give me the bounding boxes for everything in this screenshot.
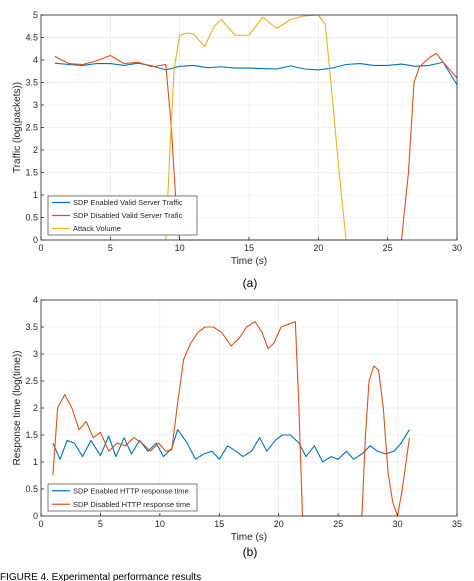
chart-b-series-line-0 — [52, 429, 410, 463]
chart-a-xtick-label-5: 25 — [383, 243, 393, 253]
chart-b-ytick-label-7: 3.5 — [25, 322, 38, 332]
chart-a-ytick-label-7: 3.5 — [25, 78, 38, 88]
chart-a-xtick-label-1: 5 — [108, 243, 113, 253]
chart-b-ytick-label-5: 2.5 — [25, 376, 38, 386]
figure-caption: FIGURE 4. Experimental performance resul… — [0, 572, 201, 581]
chart-a-ytick-label-1: 0.5 — [25, 213, 38, 223]
chart-a-legend-entry-0: SDP Enabled Valid Server Traffic — [73, 198, 183, 207]
chart-a-x-axis-label: Time (s) — [231, 256, 267, 267]
chart-b-ytick-label-6: 3 — [33, 349, 38, 359]
chart-a-legend-entry-1: SDP Disabled Valid Server Trafic — [73, 211, 183, 220]
chart-a-ytick-label-10: 5 — [33, 10, 38, 20]
chart-b-xtick-label-6: 30 — [393, 519, 403, 529]
chart-a-legend-entry-2: Attack Volume — [73, 224, 121, 233]
chart-a-ytick-label-0: 0 — [33, 235, 38, 245]
chart-a-ytick-label-4: 2 — [33, 145, 38, 155]
chart-b-xtick-label-1: 5 — [98, 519, 103, 529]
chart-a-xtick-label-0: 0 — [38, 243, 43, 253]
chart-a-xtick-label-4: 20 — [313, 243, 323, 253]
chart-a-ytick-label-3: 1.5 — [25, 168, 38, 178]
chart-a-ytick-label-5: 2.5 — [25, 123, 38, 133]
chart-b-ytick-label-2: 1 — [33, 457, 38, 467]
chart-b-ytick-label-0: 0 — [33, 511, 38, 521]
chart-b-xtick-label-5: 25 — [333, 519, 343, 529]
chart-a-ytick-label-2: 1 — [33, 190, 38, 200]
chart-b-xtick-label-3: 15 — [214, 519, 224, 529]
chart-a-xtick-label-3: 15 — [244, 243, 254, 253]
chart-b-legend-entry-0: SDP Enabled HTTP response time — [73, 486, 189, 495]
chart-a: 0 5 10 15 20 25 30 0 0.5 1 1.5 2 2.5 3 3.5 4 4.5 5 Time (s… — [12, 10, 462, 267]
chart-b-legend-entry-1: SDP Disabled HTTP response time — [73, 500, 190, 509]
chart-b-xtick-label-2: 10 — [155, 519, 165, 529]
chart-a-legend-box — [47, 195, 198, 236]
chart-b-ytick-label-1: 0.5 — [25, 484, 38, 494]
chart-a-xtick-label-6: 30 — [452, 243, 462, 253]
chart-a-y-axis-label: Traffic (log(packets)) — [12, 82, 23, 173]
chart-b-xtick-label-0: 0 — [38, 519, 43, 529]
chart-b: 0 5 10 15 20 25 30 35 0 0.5 1 1.5 2 2.5 3 3.5 4 Time (s) R… — [12, 295, 462, 543]
chart-b-xtick-label-4: 20 — [274, 519, 284, 529]
chart-a-series-line-1 — [54, 52, 457, 241]
chart-a-ytick-label-8: 4 — [33, 55, 38, 65]
chart-a-ytick-label-9: 4.5 — [25, 33, 38, 43]
chart-a-ytick-label-6: 3 — [33, 100, 38, 110]
subplot-label-a: (a) — [243, 276, 258, 290]
chart-a-legend: SDP Enabled Valid Server Traffic SDP Disa… — [47, 195, 198, 236]
subplot-label-b: (b) — [243, 545, 258, 559]
chart-b-ytick-label-4: 2 — [33, 403, 38, 413]
chart-b-ytick-label-3: 1.5 — [25, 430, 38, 440]
chart-a-xtick-label-2: 10 — [175, 243, 185, 253]
chart-b-legend: SDP Enabled HTTP response time SDP Disabl… — [47, 483, 198, 512]
chart-b-series-line-1 — [52, 321, 411, 517]
chart-b-ytick-label-8: 4 — [33, 295, 38, 305]
chart-b-xtick-label-7: 35 — [452, 519, 462, 529]
chart-b-legend-box — [47, 483, 198, 512]
chart-b-x-axis-label: Time (s) — [231, 532, 267, 543]
chart-b-y-axis-label: Response time (log(time)) — [12, 350, 23, 465]
chart-a-series-line-0 — [54, 61, 457, 86]
chart-a-series-line-2 — [165, 14, 347, 241]
